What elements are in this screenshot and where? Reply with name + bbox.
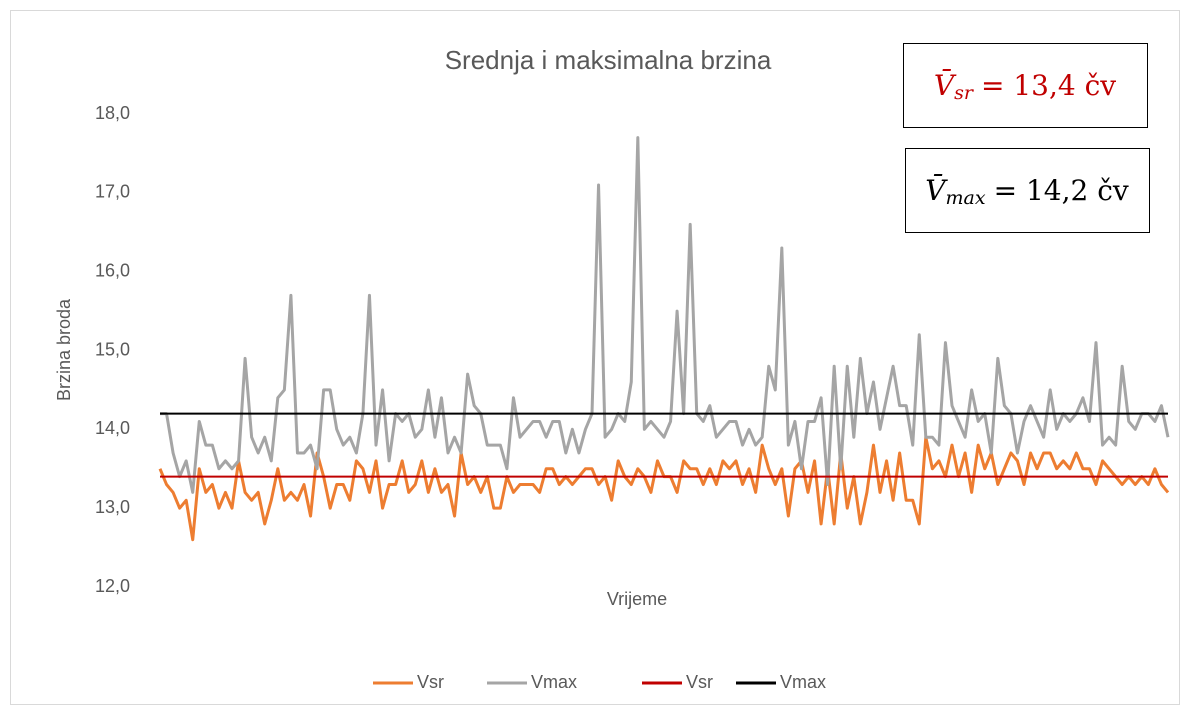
chart-title: Srednja i maksimalna brzina bbox=[445, 45, 772, 75]
x-axis-label: Vrijeme bbox=[607, 589, 667, 609]
legend-label: Vsr bbox=[686, 672, 713, 692]
legend-label: Vmax bbox=[531, 672, 577, 692]
y-tick-label: 16,0 bbox=[95, 260, 130, 280]
legend-label: Vsr bbox=[417, 672, 444, 692]
y-tick-label: 17,0 bbox=[95, 182, 130, 202]
annotation-text: V̄max = 14,2 čv bbox=[925, 172, 1129, 209]
annotation-symbol: V̄ bbox=[934, 67, 957, 101]
y-tick-label: 14,0 bbox=[95, 418, 130, 438]
annotation-box bbox=[903, 43, 1148, 128]
legend-label: Vmax bbox=[780, 672, 826, 692]
y-axis-label: Brzina broda bbox=[54, 298, 74, 401]
annotation-value: = 14,2 čv bbox=[994, 174, 1129, 207]
annotation-symbol: V̄ bbox=[925, 172, 948, 206]
annotation-subscript: max bbox=[946, 187, 986, 209]
series-line bbox=[160, 136, 1170, 494]
annotation-text: V̄sr = 13,4 čv bbox=[934, 67, 1116, 104]
y-tick-label: 13,0 bbox=[95, 497, 130, 517]
annotation-box bbox=[905, 148, 1150, 233]
y-tick-label: 12,0 bbox=[95, 576, 130, 596]
annotation-subscript: sr bbox=[954, 82, 975, 104]
y-tick-label: 15,0 bbox=[95, 339, 130, 359]
y-tick-label: 18,0 bbox=[95, 103, 130, 123]
annotation-value: = 13,4 čv bbox=[981, 69, 1116, 102]
